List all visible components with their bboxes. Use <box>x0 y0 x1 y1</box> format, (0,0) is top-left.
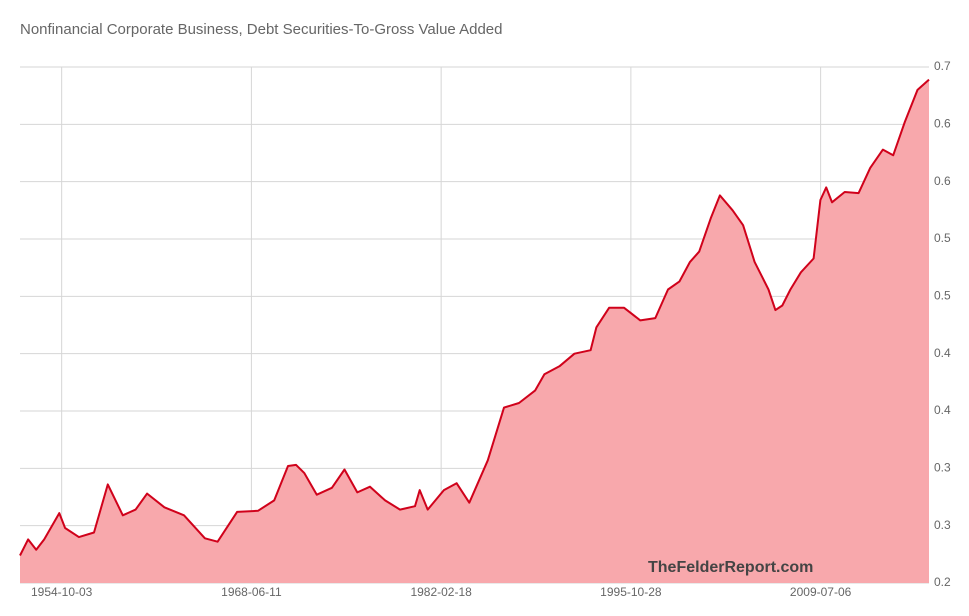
y-tick-label: 0.3 <box>934 461 951 475</box>
y-tick-label: 0.5 <box>934 231 951 245</box>
x-tick-label: 1995-10-28 <box>600 585 662 599</box>
y-tick-label: 0.2 <box>934 575 951 589</box>
line <box>19 78 930 556</box>
x-tick-label: 1954-10-03 <box>31 585 93 599</box>
y-tick-label: 0.6 <box>934 174 951 188</box>
area <box>20 79 929 583</box>
y-tick-label: 0.3 <box>934 518 951 532</box>
y-tick-label: 0.7 <box>934 59 951 73</box>
x-tick-label: 2009-07-06 <box>790 585 852 599</box>
y-tick-label: 0.4 <box>934 403 951 417</box>
x-tick-label: 1982-02-18 <box>410 585 472 599</box>
y-tick-label: 0.4 <box>934 346 951 360</box>
watermark: TheFelderReport.com <box>648 559 813 576</box>
y-tick-label: 0.6 <box>934 117 951 131</box>
y-tick-label: 0.5 <box>934 289 951 303</box>
x-tick-label: 1968-06-11 <box>221 585 282 599</box>
chart-title: Nonfinancial Corporate Business, Debt Se… <box>20 21 502 38</box>
